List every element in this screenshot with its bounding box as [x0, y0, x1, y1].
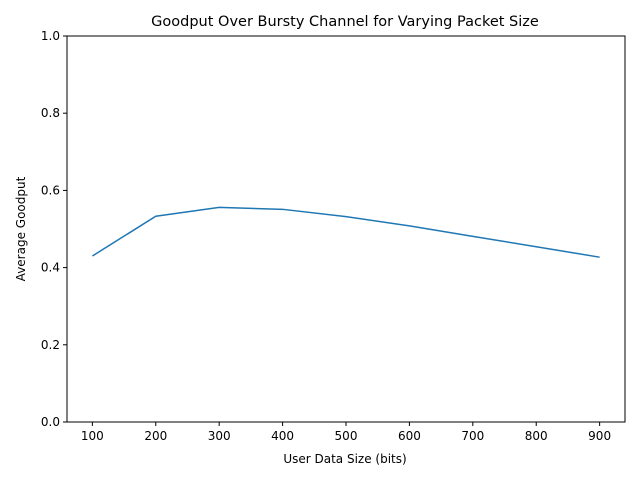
y-tick-label: 0.6: [41, 183, 60, 197]
x-tick-label: 400: [271, 429, 294, 443]
x-axis: 100 200 300 400 500 600 700 800 900: [81, 422, 611, 443]
x-tick-label: 700: [461, 429, 484, 443]
x-tick-label: 900: [588, 429, 611, 443]
x-tick-label: 600: [398, 429, 421, 443]
y-tick-label: 1.0: [41, 29, 60, 43]
plot-frame: [66, 35, 626, 423]
x-tick-label: 500: [335, 429, 358, 443]
x-axis-label: User Data Size (bits): [283, 452, 406, 466]
y-axis-label: Average Goodput: [14, 176, 28, 281]
chart-title: Goodput Over Bursty Channel for Varying …: [151, 14, 539, 30]
x-tick-label: 300: [208, 429, 231, 443]
y-tick-label: 0.4: [41, 261, 60, 275]
plot-area: 100 200 300 400 500 600 700 800 900 0.0 0.2 0.4 0.6…: [41, 29, 626, 443]
series-line-0: [91, 206, 600, 258]
x-tick-label: 200: [144, 429, 167, 443]
series-group: [91, 206, 600, 258]
y-tick-label: 0.0: [41, 415, 60, 429]
x-tick-label: 100: [81, 429, 104, 443]
y-axis: 0.0 0.2 0.4 0.6 0.8 1.0: [41, 29, 67, 429]
y-tick-label: 0.8: [41, 106, 60, 120]
x-tick-label: 800: [525, 429, 548, 443]
y-tick-label: 0.2: [41, 338, 60, 352]
